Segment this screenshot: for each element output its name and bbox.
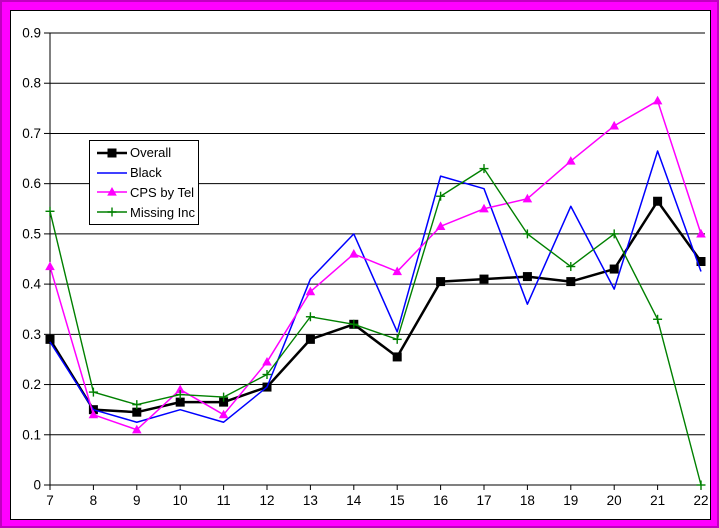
square-marker [219,397,229,407]
x-tick-label: 11 [217,493,231,508]
x-tick-label: 14 [346,493,362,508]
x-tick-label: 9 [133,493,141,508]
x-tick-label: 17 [476,493,491,508]
legend-item-overall: Overall [96,143,198,162]
y-tick-label: 0.5 [22,226,41,241]
legend-marker-glyph [107,187,117,196]
x-tick-label: 18 [520,493,535,508]
square-marker [45,334,55,344]
square-marker [522,272,532,282]
triangle-marker [652,95,663,105]
triangle-marker [609,120,619,130]
y-tick-label: 0.6 [22,176,41,191]
legend-marker-glyph [107,207,117,217]
legend-item-cps-by-tel: CPS by Tel [96,183,198,202]
triangle-marker [696,228,706,238]
square-marker [305,334,315,344]
x-tick-label: 13 [303,493,318,508]
square-marker [696,257,706,267]
legend-label-missing-inc: Missing Inc [130,204,196,220]
x-tick-label: 8 [90,493,98,508]
legend-item-missing-inc: Missing Inc [96,203,198,222]
y-tick-label: 0.7 [22,126,41,141]
triangle-marker [218,409,229,419]
square-marker [479,274,489,284]
triangle-marker [88,409,99,419]
triangle-marker [305,286,316,296]
black-line-icon [97,171,127,174]
y-tick-label: 0.2 [22,377,41,392]
overall-marker-icon [97,148,127,158]
triangle-marker [132,424,142,434]
legend-label-overall: Overall [130,145,172,161]
square-marker [132,407,142,417]
square-marker [436,277,446,287]
missing-inc-marker-icon [97,207,127,217]
x-tick-label: 15 [390,493,405,508]
x-tick-label: 16 [433,493,448,508]
square-marker [609,264,619,274]
series-line-cps-by-tel [49,100,702,431]
triangle-marker [479,203,489,213]
x-tick-label: 21 [650,493,665,508]
square-marker [566,277,576,287]
y-tick-label: 0.8 [22,76,41,91]
triangle-marker [566,156,576,165]
triangle-marker [392,266,402,276]
x-tick-label: 22 [693,493,708,508]
triangle-marker [262,356,272,366]
series-line-black [49,150,702,423]
series-line-missing-inc [49,167,702,486]
x-tick-label: 12 [259,493,274,508]
y-tick-label: 0.1 [22,427,41,442]
triangle-marker [522,193,533,203]
y-tick-label: 0.4 [22,277,41,292]
y-tick-label: 0.9 [22,26,41,41]
triangle-marker [349,248,359,258]
series-line-overall [48,199,703,414]
legend-marker-glyph [107,148,117,158]
triangle-marker [45,261,55,271]
legend-label-cps-by-tel: CPS by Tel [130,184,195,200]
x-tick-label: 19 [563,493,578,508]
legend-item-black: Black [96,163,198,182]
square-marker [175,397,185,407]
cps-by-tel-marker-icon [97,187,127,196]
square-marker [392,352,402,362]
legend: Overall Black CPS by Tel Missing Inc [89,140,199,225]
x-tick-label: 10 [173,493,188,508]
y-tick-label: 0.3 [22,327,41,342]
y-tick-label: 0 [33,478,41,493]
triangle-marker [435,221,446,230]
triangle-marker [175,384,185,394]
x-tick-label: 20 [607,493,622,508]
square-marker [653,196,663,206]
x-tick-label: 7 [46,493,54,508]
legend-label-black: Black [130,165,162,181]
